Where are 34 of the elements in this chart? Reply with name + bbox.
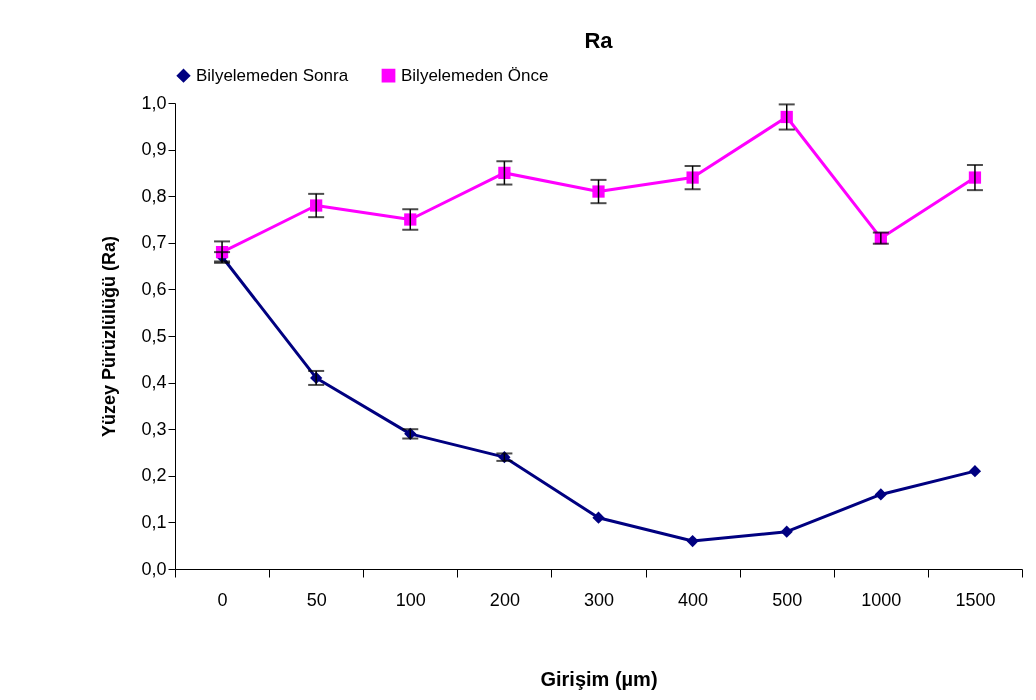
x-tick-label: 0 <box>217 589 228 610</box>
point <box>686 534 699 548</box>
y-tick-label: 0,6 <box>141 278 167 299</box>
y-tick-label: 0,4 <box>141 372 167 393</box>
x-tick-label: 300 <box>583 589 615 610</box>
y-tick-label: 0,9 <box>141 139 167 160</box>
y-tick-label: 1,0 <box>141 92 167 113</box>
point <box>498 166 511 180</box>
y-tick-label: 0,5 <box>141 325 167 346</box>
y-tick-label: 0,0 <box>141 558 167 579</box>
y-axis-title: Yüzey Pürüzlülüğü (Ra) <box>99 235 120 438</box>
x-tick-label: 100 <box>395 589 426 610</box>
point <box>592 511 605 524</box>
point <box>686 171 699 184</box>
x-tick-label: 400 <box>678 589 709 610</box>
y-tick-label: 0,1 <box>141 511 167 532</box>
legend-label: Bilyelemeden Önce <box>401 65 549 85</box>
chart-title: Ra <box>584 28 614 53</box>
x-tick-label: 50 <box>306 589 327 610</box>
point <box>592 185 605 198</box>
legend-label: Bilyelemeden Sonra <box>196 65 349 85</box>
point <box>404 213 417 226</box>
y-tick-label: 0,2 <box>141 465 167 486</box>
y-tick-label: 0,7 <box>141 232 167 253</box>
x-tick-label: 200 <box>489 589 520 610</box>
y-tick-label: 0,8 <box>141 185 167 206</box>
y-tick-label: 0,3 <box>141 418 167 439</box>
point <box>874 488 887 501</box>
x-tick-label: 1000 <box>861 589 902 610</box>
point <box>968 465 982 478</box>
x-tick-label: 1500 <box>955 589 996 610</box>
x-axis-title: Girişim (µm) <box>540 667 658 690</box>
point <box>780 525 793 538</box>
x-tick-label: 500 <box>772 589 803 610</box>
